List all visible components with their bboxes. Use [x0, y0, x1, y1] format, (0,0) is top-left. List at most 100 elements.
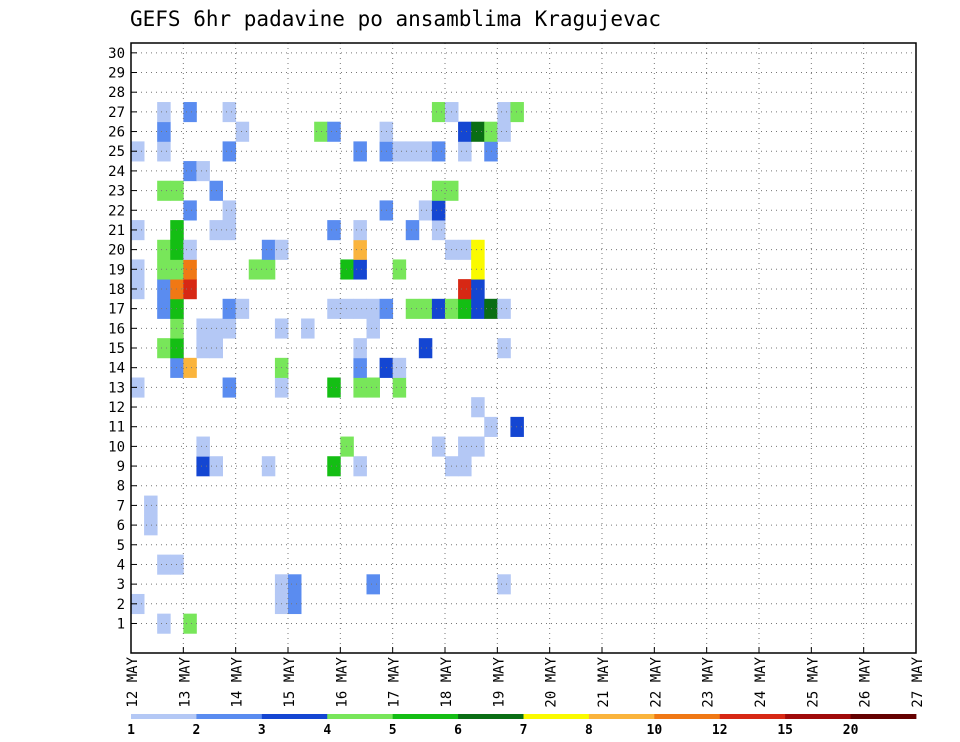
- heatmap-cell: [235, 121, 250, 142]
- y-tick-label: 5: [117, 538, 125, 554]
- heatmap-cell: [431, 141, 446, 162]
- heatmap-cell: [131, 593, 145, 615]
- heatmap-cell: [431, 102, 446, 123]
- heatmap-cell: [392, 377, 407, 398]
- heatmap-cell: [471, 436, 485, 457]
- heatmap-cell: [157, 121, 171, 142]
- heatmap-cell: [183, 200, 197, 221]
- heatmap-cell: [471, 259, 485, 280]
- y-tick-label: 14: [108, 361, 125, 377]
- colorbar-label: 5: [389, 723, 397, 738]
- colorbar-segment: [588, 714, 655, 719]
- y-tick-label: 2: [117, 597, 125, 613]
- heatmap-cell: [157, 613, 171, 634]
- colorbar-segment: [458, 714, 524, 719]
- heatmap-cell: [366, 298, 380, 319]
- heatmap-cell: [471, 298, 485, 319]
- heatmap-cell: [366, 318, 380, 339]
- heatmap-cell: [288, 574, 302, 595]
- colorbar: 1 2 3 4 5 6 7 8 10 12 15 20: [127, 714, 917, 738]
- heatmap-cell: [222, 377, 237, 398]
- heatmap-cell: [157, 102, 171, 123]
- colorbar-segment: [523, 714, 590, 719]
- heatmap-cell: [484, 416, 498, 437]
- heatmap-cell: [157, 338, 171, 359]
- heatmap-cell: [431, 220, 446, 241]
- y-tick-label: 25: [108, 144, 125, 160]
- colorbar-label: 12: [712, 723, 728, 738]
- colorbar-label: 8: [585, 723, 593, 738]
- heatmap-cell: [471, 121, 485, 142]
- heatmap-cell: [458, 141, 472, 162]
- colorbar-segment: [785, 714, 851, 719]
- heatmap-cell: [484, 298, 498, 319]
- y-tick-label: 16: [108, 321, 125, 337]
- x-tick-label: 25 MAY: [805, 656, 821, 707]
- colorbar-label: 10: [647, 723, 663, 738]
- colorbar-segment: [392, 714, 459, 719]
- x-tick-label: 27 MAY: [910, 656, 926, 707]
- chart-title: GEFS 6hr padavine po ansamblima Kragujev…: [130, 7, 661, 31]
- y-tick-label: 27: [108, 105, 125, 121]
- y-tick-label: 4: [117, 557, 125, 573]
- heatmap-cell: [353, 239, 367, 260]
- heatmap-cell: [405, 298, 420, 319]
- y-tick-label: 12: [108, 400, 125, 416]
- y-axis: 1234567891011121314151617181920212223242…: [108, 46, 137, 632]
- heatmap-cell: [183, 161, 197, 182]
- heatmap-cell: [196, 338, 210, 359]
- y-tick-label: 11: [108, 420, 125, 436]
- heatmap-cell: [222, 141, 237, 162]
- heatmap-cell: [392, 141, 407, 162]
- y-tick-label: 13: [108, 380, 125, 396]
- y-tick-label: 1: [117, 616, 125, 632]
- heatmap-cell: [183, 259, 197, 280]
- heatmap-cell: [353, 259, 367, 280]
- heatmap-cell: [353, 141, 367, 162]
- heatmap-cell: [222, 298, 237, 319]
- x-tick-label: 16 MAY: [334, 656, 350, 707]
- heatmap-cell: [131, 377, 145, 398]
- x-tick-label: 14 MAY: [230, 656, 246, 707]
- heatmap-cell: [157, 239, 171, 260]
- heatmap-cell: [431, 298, 446, 319]
- heatmap-cell: [497, 102, 511, 123]
- y-tick-label: 29: [108, 66, 125, 82]
- heatmap-cell: [183, 357, 197, 378]
- heatmap-cell: [131, 279, 145, 300]
- y-tick-label: 24: [108, 164, 125, 180]
- y-tick-label: 26: [108, 125, 125, 141]
- x-tick-label: 26 MAY: [858, 656, 874, 707]
- heatmap-cell: [222, 318, 237, 339]
- heatmap-cell: [222, 102, 237, 123]
- heatmap-cell: [497, 338, 511, 359]
- colorbar-label: 6: [454, 723, 462, 738]
- heatmap-cell: [261, 456, 276, 477]
- heatmap-cell: [353, 456, 367, 477]
- x-tick-label: 12 MAY: [125, 656, 141, 707]
- heatmap-cell: [340, 259, 354, 280]
- heatmap-cell: [222, 220, 237, 241]
- heatmap-cell: [353, 220, 367, 241]
- colorbar-segment: [327, 714, 394, 719]
- heatmap-cell: [405, 141, 420, 162]
- x-tick-label: 20 MAY: [544, 656, 560, 707]
- x-tick-label: 21 MAY: [596, 656, 612, 707]
- heatmap-cell: [353, 298, 367, 319]
- heatmap-cell: [327, 220, 341, 241]
- heatmap-cell: [196, 456, 210, 477]
- heatmap-cell: [131, 259, 145, 280]
- heatmap-cell: [144, 515, 158, 536]
- heatmap-cell: [157, 279, 171, 300]
- heatmap-cell: [366, 574, 380, 595]
- colorbar-label: 20: [843, 723, 859, 738]
- heatmap-cell: [196, 161, 210, 182]
- heatmap-cell: [131, 141, 145, 162]
- grid-lines: [131, 43, 916, 653]
- heatmap-cell: [327, 377, 341, 398]
- heatmap-cell: [353, 338, 367, 359]
- heatmap-cell: [458, 298, 472, 319]
- heatmap-cell: [340, 298, 354, 319]
- y-tick-label: 18: [108, 282, 125, 298]
